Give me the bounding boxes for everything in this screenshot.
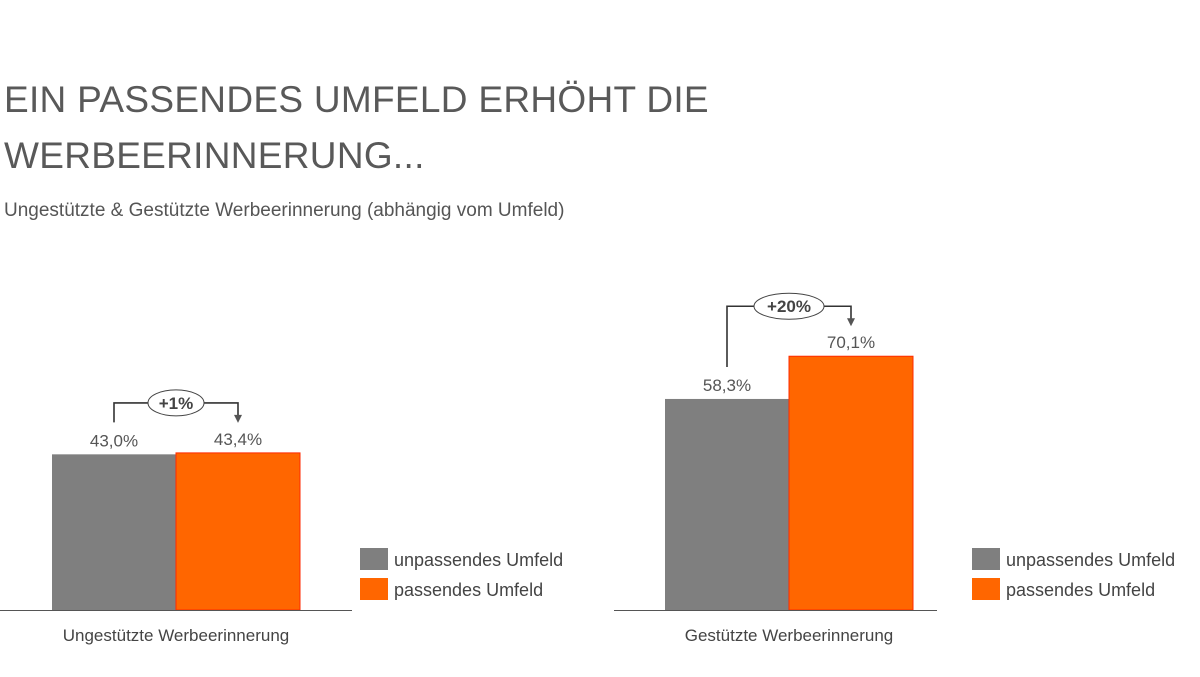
- data-label: 58,3%: [703, 376, 751, 395]
- bar-passend: [788, 355, 914, 611]
- legend-label: unpassendes Umfeld: [1006, 550, 1175, 570]
- legend-swatch: [972, 548, 1000, 570]
- legend-label: passendes Umfeld: [394, 580, 543, 600]
- bar-passend: [175, 452, 301, 611]
- x-axis-label: Ungestützte Werbeerinnerung: [63, 626, 290, 645]
- annotation-ellipse: [147, 389, 205, 417]
- arrow-down-icon: [234, 414, 242, 423]
- annotation-label: +20%: [767, 297, 811, 316]
- annotation-label: +1%: [159, 394, 194, 413]
- data-label: 43,4%: [214, 430, 262, 449]
- legend-label: unpassendes Umfeld: [394, 550, 563, 570]
- legend-label: passendes Umfeld: [1006, 580, 1155, 600]
- title-line-2: WERBEERINNERUNG...: [4, 135, 425, 176]
- data-label: 70,1%: [827, 333, 875, 352]
- annotation-ellipse: [753, 292, 825, 320]
- page-title: EIN PASSENDES UMFELD ERHÖHT DIE WERBEERI…: [4, 72, 709, 184]
- title-line-1: EIN PASSENDES UMFELD ERHÖHT DIE: [4, 79, 709, 120]
- data-label: 43,0%: [90, 431, 138, 450]
- bar-unpassend: [52, 454, 176, 610]
- legend-swatch: [360, 548, 388, 570]
- subtitle: Ungestützte & Gestützte Werbeerinnerung …: [4, 200, 565, 221]
- legend-swatch: [360, 578, 388, 600]
- legend-swatch: [972, 578, 1000, 600]
- arrow-down-icon: [847, 318, 855, 327]
- bar-unpassend: [665, 398, 789, 610]
- x-axis-label: Gestützte Werbeerinnerung: [685, 626, 894, 645]
